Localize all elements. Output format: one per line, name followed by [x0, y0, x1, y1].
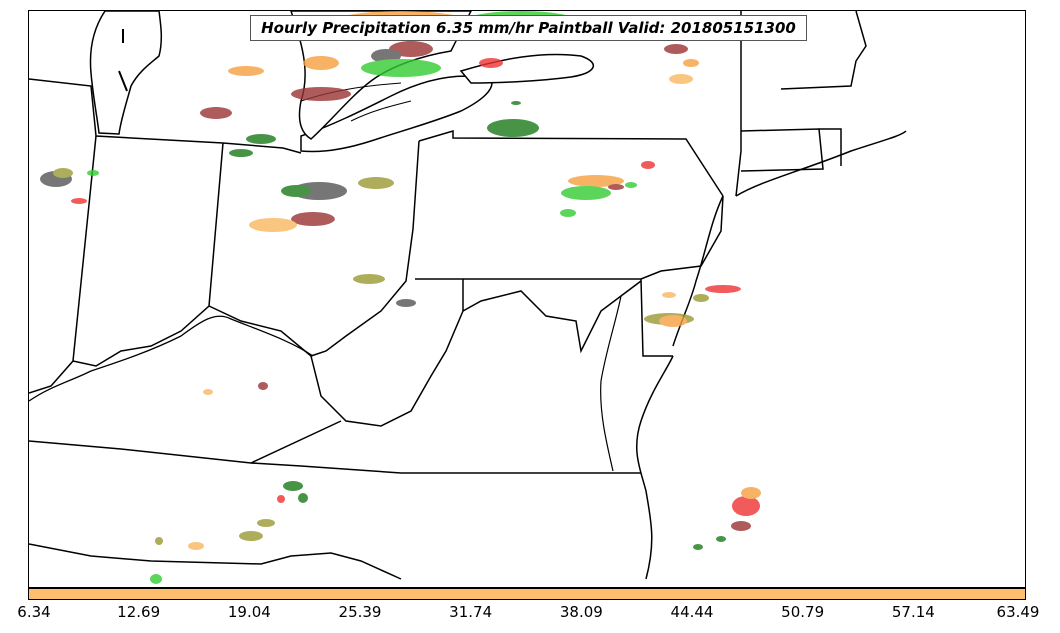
lake-erie [300, 75, 493, 153]
colorbar-tick-label: 50.79 [781, 603, 825, 621]
colorbar-tick-label: 19.04 [227, 603, 271, 621]
colorbar-tick-label: 57.14 [891, 603, 935, 621]
colorbar-tick-label: 25.39 [338, 603, 382, 621]
colorbar-tick-label: 12.69 [117, 603, 161, 621]
map-title: Hourly Precipitation 6.35 mm/hr Paintbal… [250, 15, 807, 41]
chesapeake-bay [600, 295, 622, 472]
colorbar-tick-label: 63.49 [996, 603, 1040, 621]
state-borders [29, 11, 867, 580]
ohio-river [29, 315, 314, 402]
atlantic-coast [635, 130, 907, 580]
colorbar [28, 588, 1026, 600]
lake-ontario [459, 53, 594, 84]
colorbar-tick-label: 38.09 [559, 603, 603, 621]
lake-michigan-islands [118, 29, 128, 92]
colorbar-tick-label: 6.34 [17, 603, 51, 621]
lake-michigan [89, 11, 163, 135]
colorbar-tick-label: 31.74 [449, 603, 493, 621]
colorbar-tick-label: 44.44 [670, 603, 714, 621]
map-frame: Hourly Precipitation 6.35 mm/hr Paintbal… [28, 10, 1026, 588]
map-canvas [29, 11, 907, 584]
